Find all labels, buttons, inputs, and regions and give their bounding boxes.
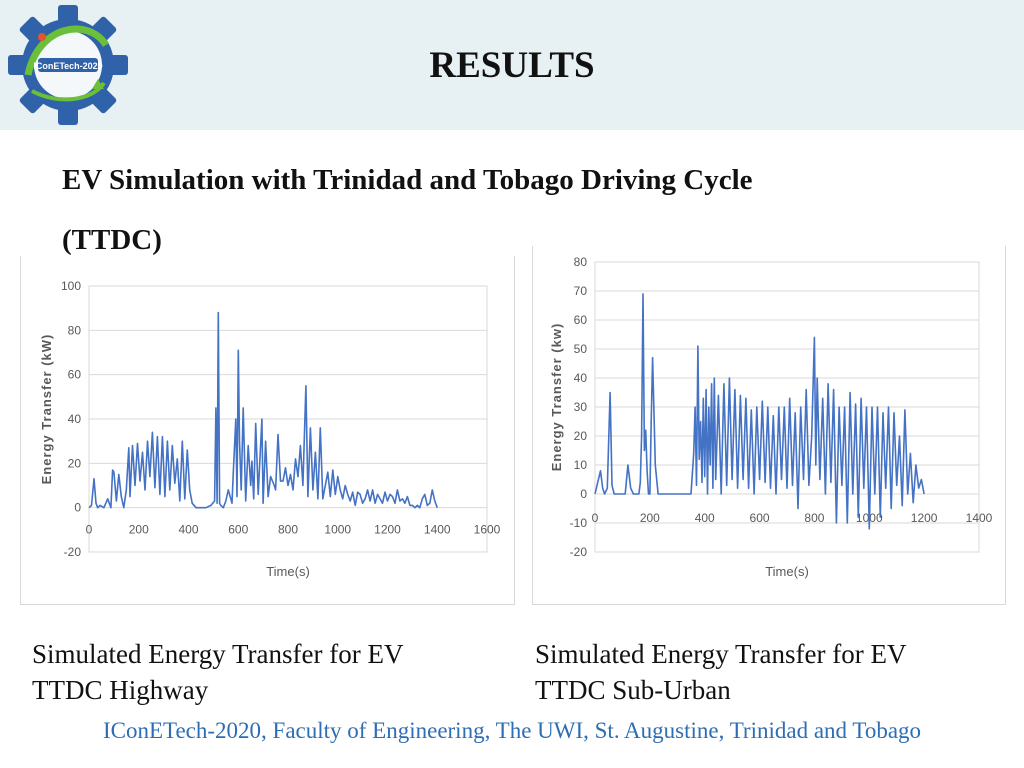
- x-tick-label: 600: [750, 511, 770, 525]
- x-axis-label: Time(s): [266, 564, 310, 579]
- conference-logo: IConETech-2020: [6, 4, 130, 126]
- caption-line-1: Simulated Energy Transfer for EV: [535, 639, 907, 669]
- x-tick-label: 200: [640, 511, 660, 525]
- y-tick-label: 10: [574, 458, 588, 472]
- y-tick-label: 20: [574, 429, 588, 443]
- caption-line-2: TTDC Sub-Urban: [535, 675, 731, 705]
- y-tick-label: 40: [574, 371, 588, 385]
- y-tick-label: -20: [570, 545, 588, 559]
- subtitle-line-1: EV Simulation with Trinidad and Tobago D…: [62, 164, 753, 196]
- x-tick-label: 1400: [424, 523, 451, 537]
- y-tick-label: 60: [68, 368, 82, 382]
- series-line: [594, 293, 925, 530]
- y-tick-label: 100: [61, 279, 81, 293]
- y-tick-label: 0: [580, 487, 587, 501]
- y-tick-label: 60: [574, 313, 588, 327]
- x-tick-label: 600: [228, 523, 248, 537]
- footer-text: IConETech-2020, Faculty of Engineering, …: [102, 718, 922, 743]
- y-tick-label: 70: [574, 284, 588, 298]
- x-tick-label: 0: [86, 523, 93, 537]
- x-tick-label: 1600: [474, 523, 501, 537]
- y-tick-label: 40: [68, 412, 82, 426]
- x-tick-label: 1000: [324, 523, 351, 537]
- y-tick-label: -10: [570, 516, 588, 530]
- y-tick-label: 20: [68, 456, 82, 470]
- suburban-chart-caption: Simulated Energy Transfer for EV TTDC Su…: [535, 636, 995, 708]
- x-tick-label: 1200: [911, 511, 938, 525]
- y-tick-label: 50: [574, 342, 588, 356]
- page-title: RESULTS: [429, 45, 595, 86]
- x-tick-label: 400: [695, 511, 715, 525]
- x-tick-label: 1400: [966, 511, 993, 525]
- caption-line-2: TTDC Highway: [32, 675, 209, 705]
- y-tick-label: 80: [574, 255, 588, 269]
- caption-line-1: Simulated Energy Transfer for EV: [32, 639, 404, 669]
- x-axis-label: Time(s): [765, 564, 809, 579]
- slide-subtitle: EV Simulation with Trinidad and Tobago D…: [62, 150, 942, 270]
- gear-logo-icon: IConETech-2020: [8, 5, 128, 125]
- y-axis-label: Energy Transfer (kw): [549, 323, 564, 472]
- highway-chart-caption: Simulated Energy Transfer for EV TTDC Hi…: [32, 636, 492, 708]
- x-tick-label: 200: [129, 523, 149, 537]
- y-axis-label: Energy Transfer (kW): [39, 334, 54, 485]
- y-tick-label: -20: [64, 545, 82, 559]
- x-tick-label: 800: [278, 523, 298, 537]
- x-tick-label: 1200: [374, 523, 401, 537]
- y-tick-label: 0: [74, 501, 81, 515]
- series-line: [88, 311, 439, 509]
- y-tick-label: 30: [574, 400, 588, 414]
- suburban-energy-chart: -20 -10 0 10 20 30 40 50 60 70 80 0 200 400 600 800 1000…: [532, 246, 1006, 605]
- x-tick-label: 0: [592, 511, 599, 525]
- y-tick-label: 80: [68, 323, 82, 337]
- header-bar: IConETech-2020 RESULTS: [0, 0, 1024, 130]
- highway-energy-chart: -20 0 20 40 60 80 100 0 200 400 600 800 1000 1200 1400…: [20, 256, 515, 605]
- x-tick-label: 400: [178, 523, 198, 537]
- x-tick-label: 800: [804, 511, 824, 525]
- subtitle-line-2: (TTDC): [62, 224, 162, 256]
- svg-text:IConETech-2020: IConETech-2020: [33, 61, 102, 71]
